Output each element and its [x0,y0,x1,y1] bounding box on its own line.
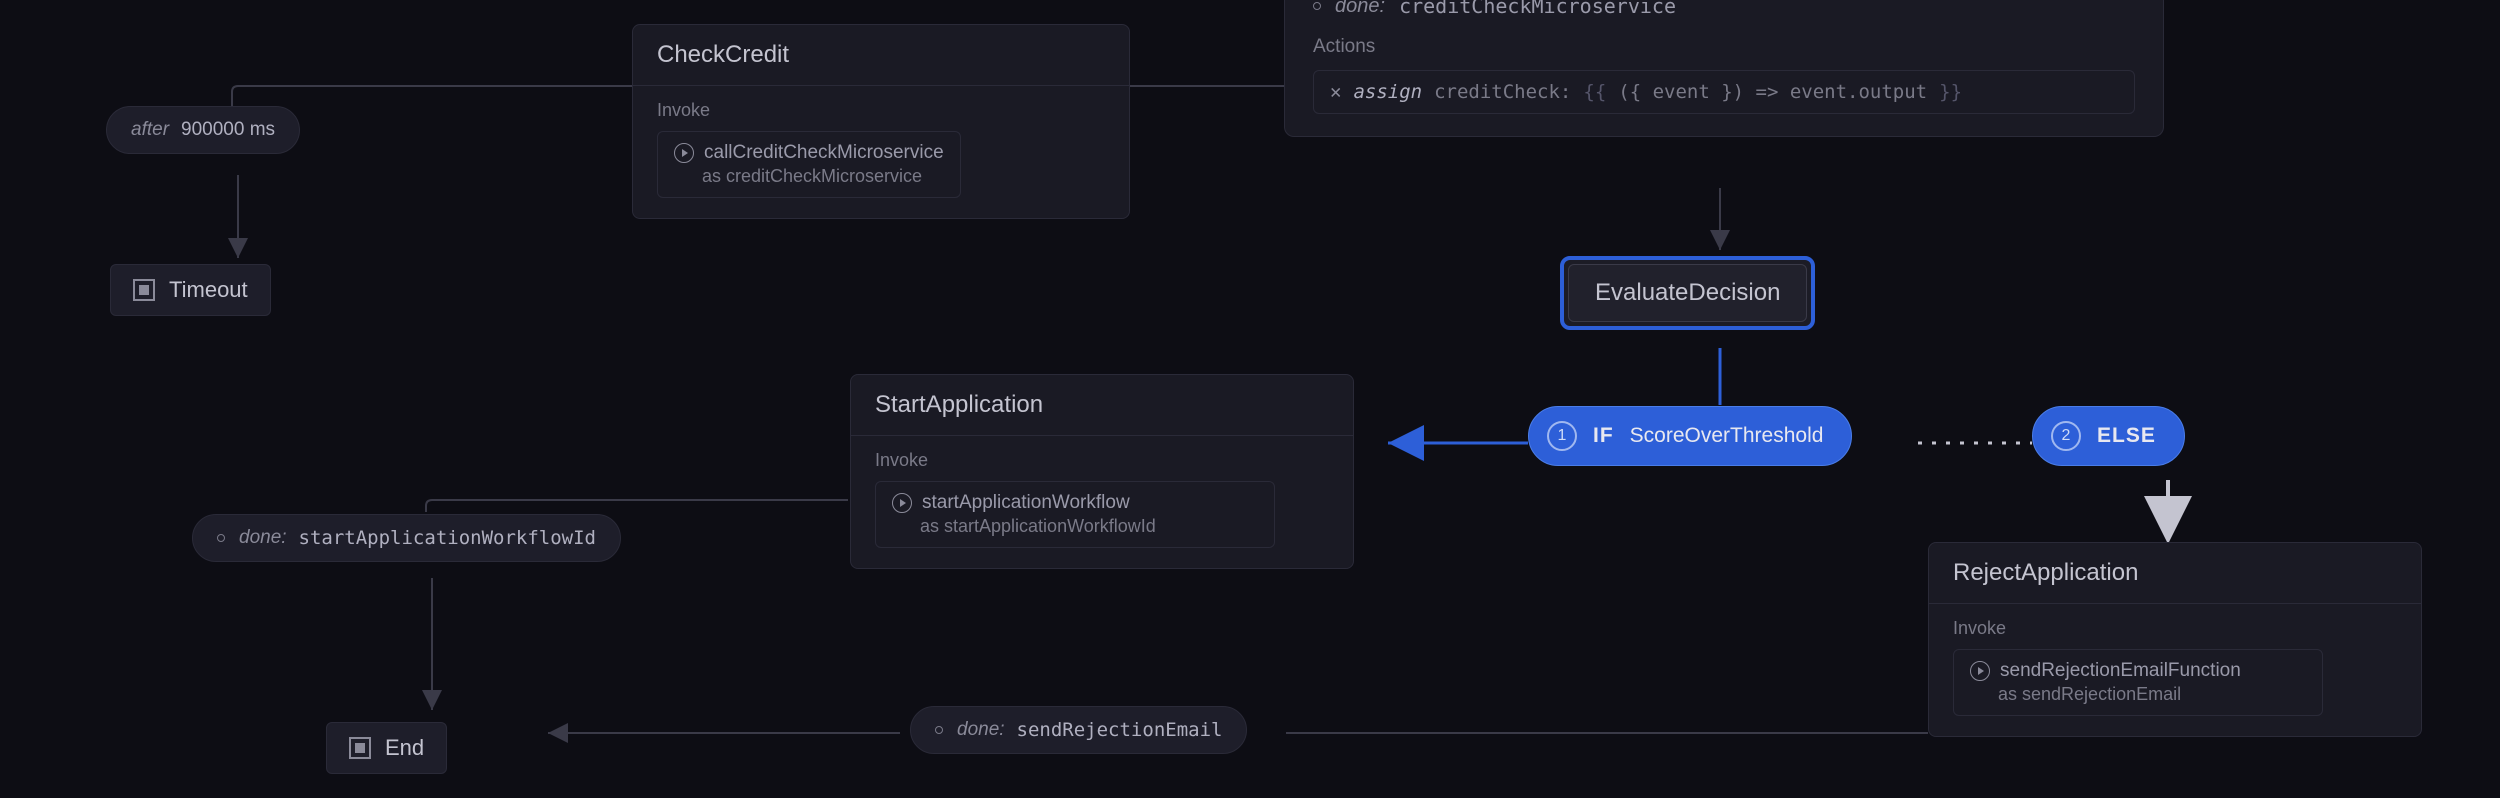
after-delay-pill[interactable]: after 900000 ms [106,106,300,154]
cond-if-name: ScoreOverThreshold [1630,424,1824,448]
end-label: End [385,735,424,761]
cond-if-keyword: IF [1593,424,1614,448]
done-keyword-2: done: [239,527,287,549]
after-value: 900000 ms [181,119,275,141]
done-start-app-pill[interactable]: done: startApplicationWorkflowId [192,514,621,562]
invoke-as: as creditCheckMicroservice [702,166,944,187]
play-icon [892,493,912,513]
start-app-invoke[interactable]: startApplicationWorkflow as startApplica… [875,481,1275,548]
actions-label: Actions [1313,36,2135,58]
check-credit-invoke[interactable]: callCreditCheckMicroservice as creditChe… [657,131,961,198]
check-credit-state[interactable]: CheckCredit Invoke callCreditCheckMicros… [632,24,1130,219]
start-application-state[interactable]: StartApplication Invoke startApplication… [850,374,1354,569]
evaluate-decision-title: EvaluateDecision [1568,264,1807,322]
assign-field: creditCheck: [1434,81,1571,103]
start-application-title: StartApplication [851,375,1353,436]
after-keyword: after [131,119,169,141]
invoke-name: callCreditCheckMicroservice [704,142,944,164]
done-value: creditCheckMicroservice [1399,0,1676,18]
reject-invoke[interactable]: sendRejectionEmailFunction as sendReject… [1953,649,2323,716]
assign-expr: ({ event }) => event.output [1618,81,1927,103]
assign-action[interactable]: ✕ assign creditCheck: {{ ({ event }) => … [1313,70,2135,114]
play-icon [674,143,694,163]
credit-done-block: done: creditCheckMicroservice Actions ✕ … [1284,0,2164,137]
done-value-2: startApplicationWorkflowId [299,527,596,549]
cond-else-keyword: ELSE [2097,424,2156,448]
reject-application-state[interactable]: RejectApplication Invoke sendRejectionEm… [1928,542,2422,737]
dot-icon [935,726,943,734]
brace-close: }} [1939,81,1962,103]
done-keyword: done: [1335,0,1385,18]
brace-open: {{ [1583,81,1606,103]
condition-else-pill[interactable]: 2 ELSE [2032,406,2185,466]
invoke-as-3: as sendRejectionEmail [1998,684,2306,705]
invoke-as-2: as startApplicationWorkflowId [920,516,1258,537]
play-icon [1970,661,1990,681]
evaluate-decision-state[interactable]: EvaluateDecision [1560,256,1815,330]
invoke-section-label: Invoke [657,100,1105,121]
invoke-name-3: sendRejectionEmailFunction [2000,660,2241,682]
done-keyword-3: done: [957,719,1005,741]
invoke-section-label-3: Invoke [1953,618,2397,639]
reject-application-title: RejectApplication [1929,543,2421,604]
invoke-name-2: startApplicationWorkflow [922,492,1130,514]
x-icon: ✕ [1330,81,1341,103]
dot-icon [1313,2,1321,10]
final-state-icon [133,279,155,301]
done-value-3: sendRejectionEmail [1017,719,1223,741]
assign-keyword: assign [1353,81,1422,103]
condition-if-pill[interactable]: 1 IF ScoreOverThreshold [1528,406,1852,466]
end-state[interactable]: End [326,722,447,774]
cond-num-1: 1 [1547,421,1577,451]
cond-num-2: 2 [2051,421,2081,451]
timeout-state[interactable]: Timeout [110,264,271,316]
timeout-label: Timeout [169,277,248,303]
invoke-section-label-2: Invoke [875,450,1329,471]
check-credit-title: CheckCredit [633,25,1129,86]
final-state-icon [349,737,371,759]
done-reject-pill[interactable]: done: sendRejectionEmail [910,706,1247,754]
dot-icon [217,534,225,542]
